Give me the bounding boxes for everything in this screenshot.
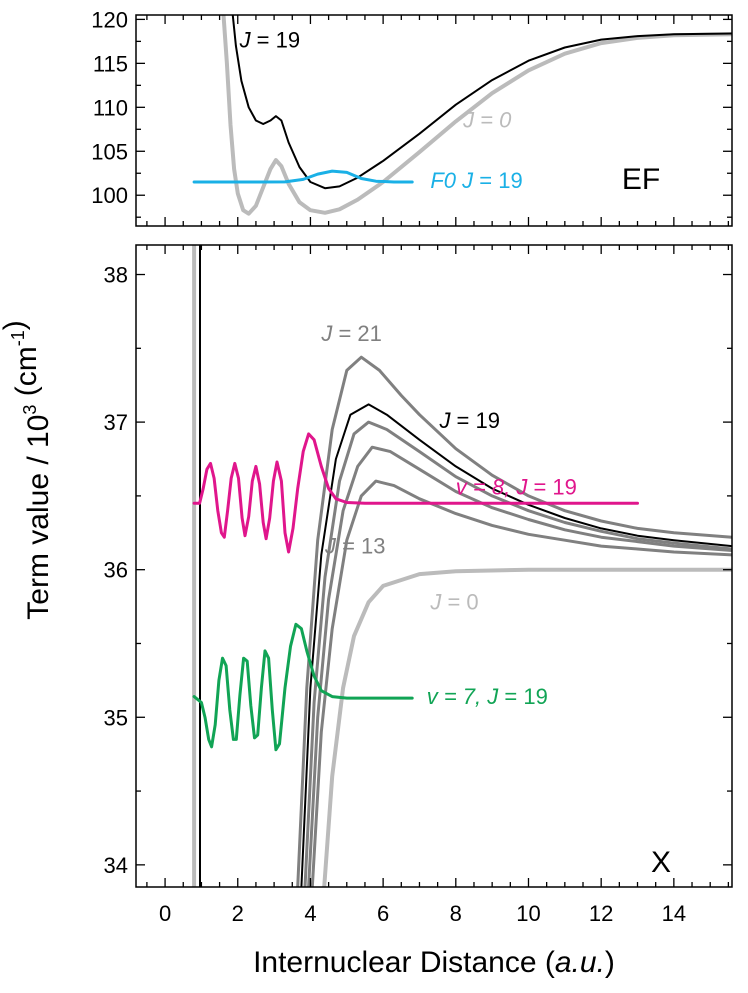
annotation-label: F0 J = 19 xyxy=(430,168,522,193)
bottom-series xyxy=(192,245,732,887)
x-tick-label: 0 xyxy=(159,901,171,926)
y-tick-label: 105 xyxy=(91,139,128,164)
series-ef-j19 xyxy=(231,15,732,190)
y-tick-label: 34 xyxy=(104,853,128,878)
x-axis-title: Internuclear Distance (a.u.) xyxy=(253,946,615,979)
y-tick-label: 37 xyxy=(104,410,128,435)
series-ef-j0 xyxy=(221,15,732,216)
panel-label-top: EF xyxy=(622,163,660,196)
y-axis-title: Term value / 103 (cm-1) xyxy=(0,320,55,619)
series-x-j17 xyxy=(303,420,732,887)
top-frame xyxy=(135,14,733,227)
x-tick-label: 2 xyxy=(232,901,244,926)
x-tick-label: 8 xyxy=(450,901,462,926)
y-tick-label: 100 xyxy=(91,183,128,208)
series-x-j0-right xyxy=(322,567,732,887)
y-tick-label: 36 xyxy=(104,558,128,583)
x-panel: 0 2 4 6 8 10 12 14 34 35 36 37 38 J = 21 J = 19 v = 8, … xyxy=(104,244,733,926)
y-tick-label: 38 xyxy=(104,263,128,288)
top-series xyxy=(192,15,732,216)
bottom-frame xyxy=(135,244,733,888)
annotation-label: v = 8, J = 19 xyxy=(456,474,577,499)
y-tick-label: 110 xyxy=(93,95,128,120)
panel-label-bottom: X xyxy=(651,846,671,879)
y-tick-label: 35 xyxy=(104,705,128,730)
series-ef-wf xyxy=(192,169,414,184)
series-x-j13 xyxy=(310,479,732,887)
annotation-label: J = 13 xyxy=(324,533,386,558)
x-tick-label: 4 xyxy=(304,901,316,926)
series-x-j15 xyxy=(307,445,732,887)
series-x-wf-v7 xyxy=(192,622,414,752)
annotation-label: J = 19 xyxy=(438,408,500,433)
annotation-label: J = 21 xyxy=(320,321,382,346)
annotation-label: J = 0 xyxy=(429,590,478,615)
series-x-j19 xyxy=(300,403,732,887)
x-tick-label: 10 xyxy=(516,901,540,926)
x-tick-label: 12 xyxy=(589,901,613,926)
annotation-label: J = 0 xyxy=(462,108,512,133)
x-tick-label: 14 xyxy=(662,901,686,926)
annotation-label: v = 7, J = 19 xyxy=(427,684,548,709)
series-x-j21 xyxy=(296,355,732,887)
x-tick-label: 6 xyxy=(377,901,389,926)
series-x-wf-v8 xyxy=(192,432,639,554)
ef-panel: 100 105 110 115 120 J = 19 J = 0 F0 J = 19 EF xyxy=(91,7,733,227)
axis-titles: Internuclear Distance (a.u.) Term value /… xyxy=(0,320,615,979)
y-tick-label: 115 xyxy=(93,51,128,76)
annotation-label: J = 19 xyxy=(239,28,301,53)
y-tick-label: 120 xyxy=(91,7,128,32)
